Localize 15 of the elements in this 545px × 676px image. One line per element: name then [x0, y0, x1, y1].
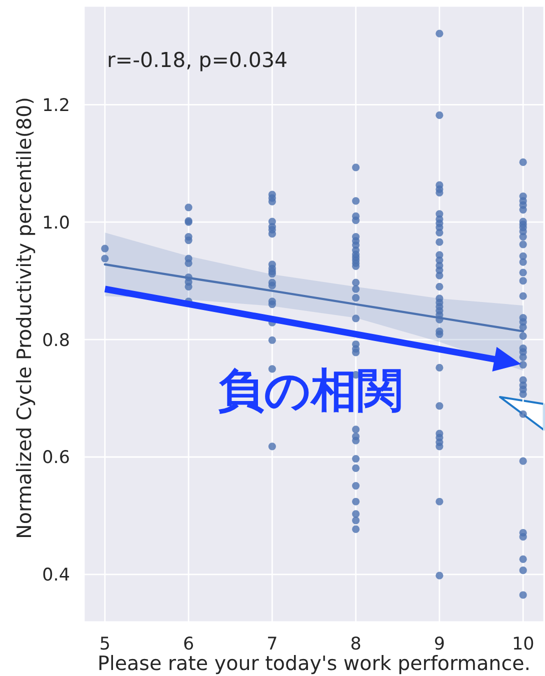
- y-axis-title: Normalized Cycle Productivity percentile(80): [13, 97, 36, 539]
- y-tick-label: 1.0: [42, 213, 70, 234]
- x-tick-label: 8: [350, 634, 362, 654]
- y-tick-label: 0.6: [42, 448, 70, 468]
- annotation: r=-0.18, p=0.034: [107, 48, 288, 72]
- x-tick-label: 5: [99, 634, 110, 654]
- annotation: 負の相関: [218, 363, 403, 417]
- y-tick-label: 1.2: [42, 96, 70, 116]
- x-tick-label: 6: [182, 634, 194, 654]
- x-axis-title: Please rate your today's work performance.: [97, 652, 531, 675]
- x-tick-label: 7: [266, 634, 278, 654]
- x-tick-label: 9: [434, 634, 446, 654]
- y-tick-label: 0.4: [42, 566, 70, 586]
- y-tick-label: 0.8: [42, 330, 70, 351]
- x-tick-label: 10: [512, 634, 534, 654]
